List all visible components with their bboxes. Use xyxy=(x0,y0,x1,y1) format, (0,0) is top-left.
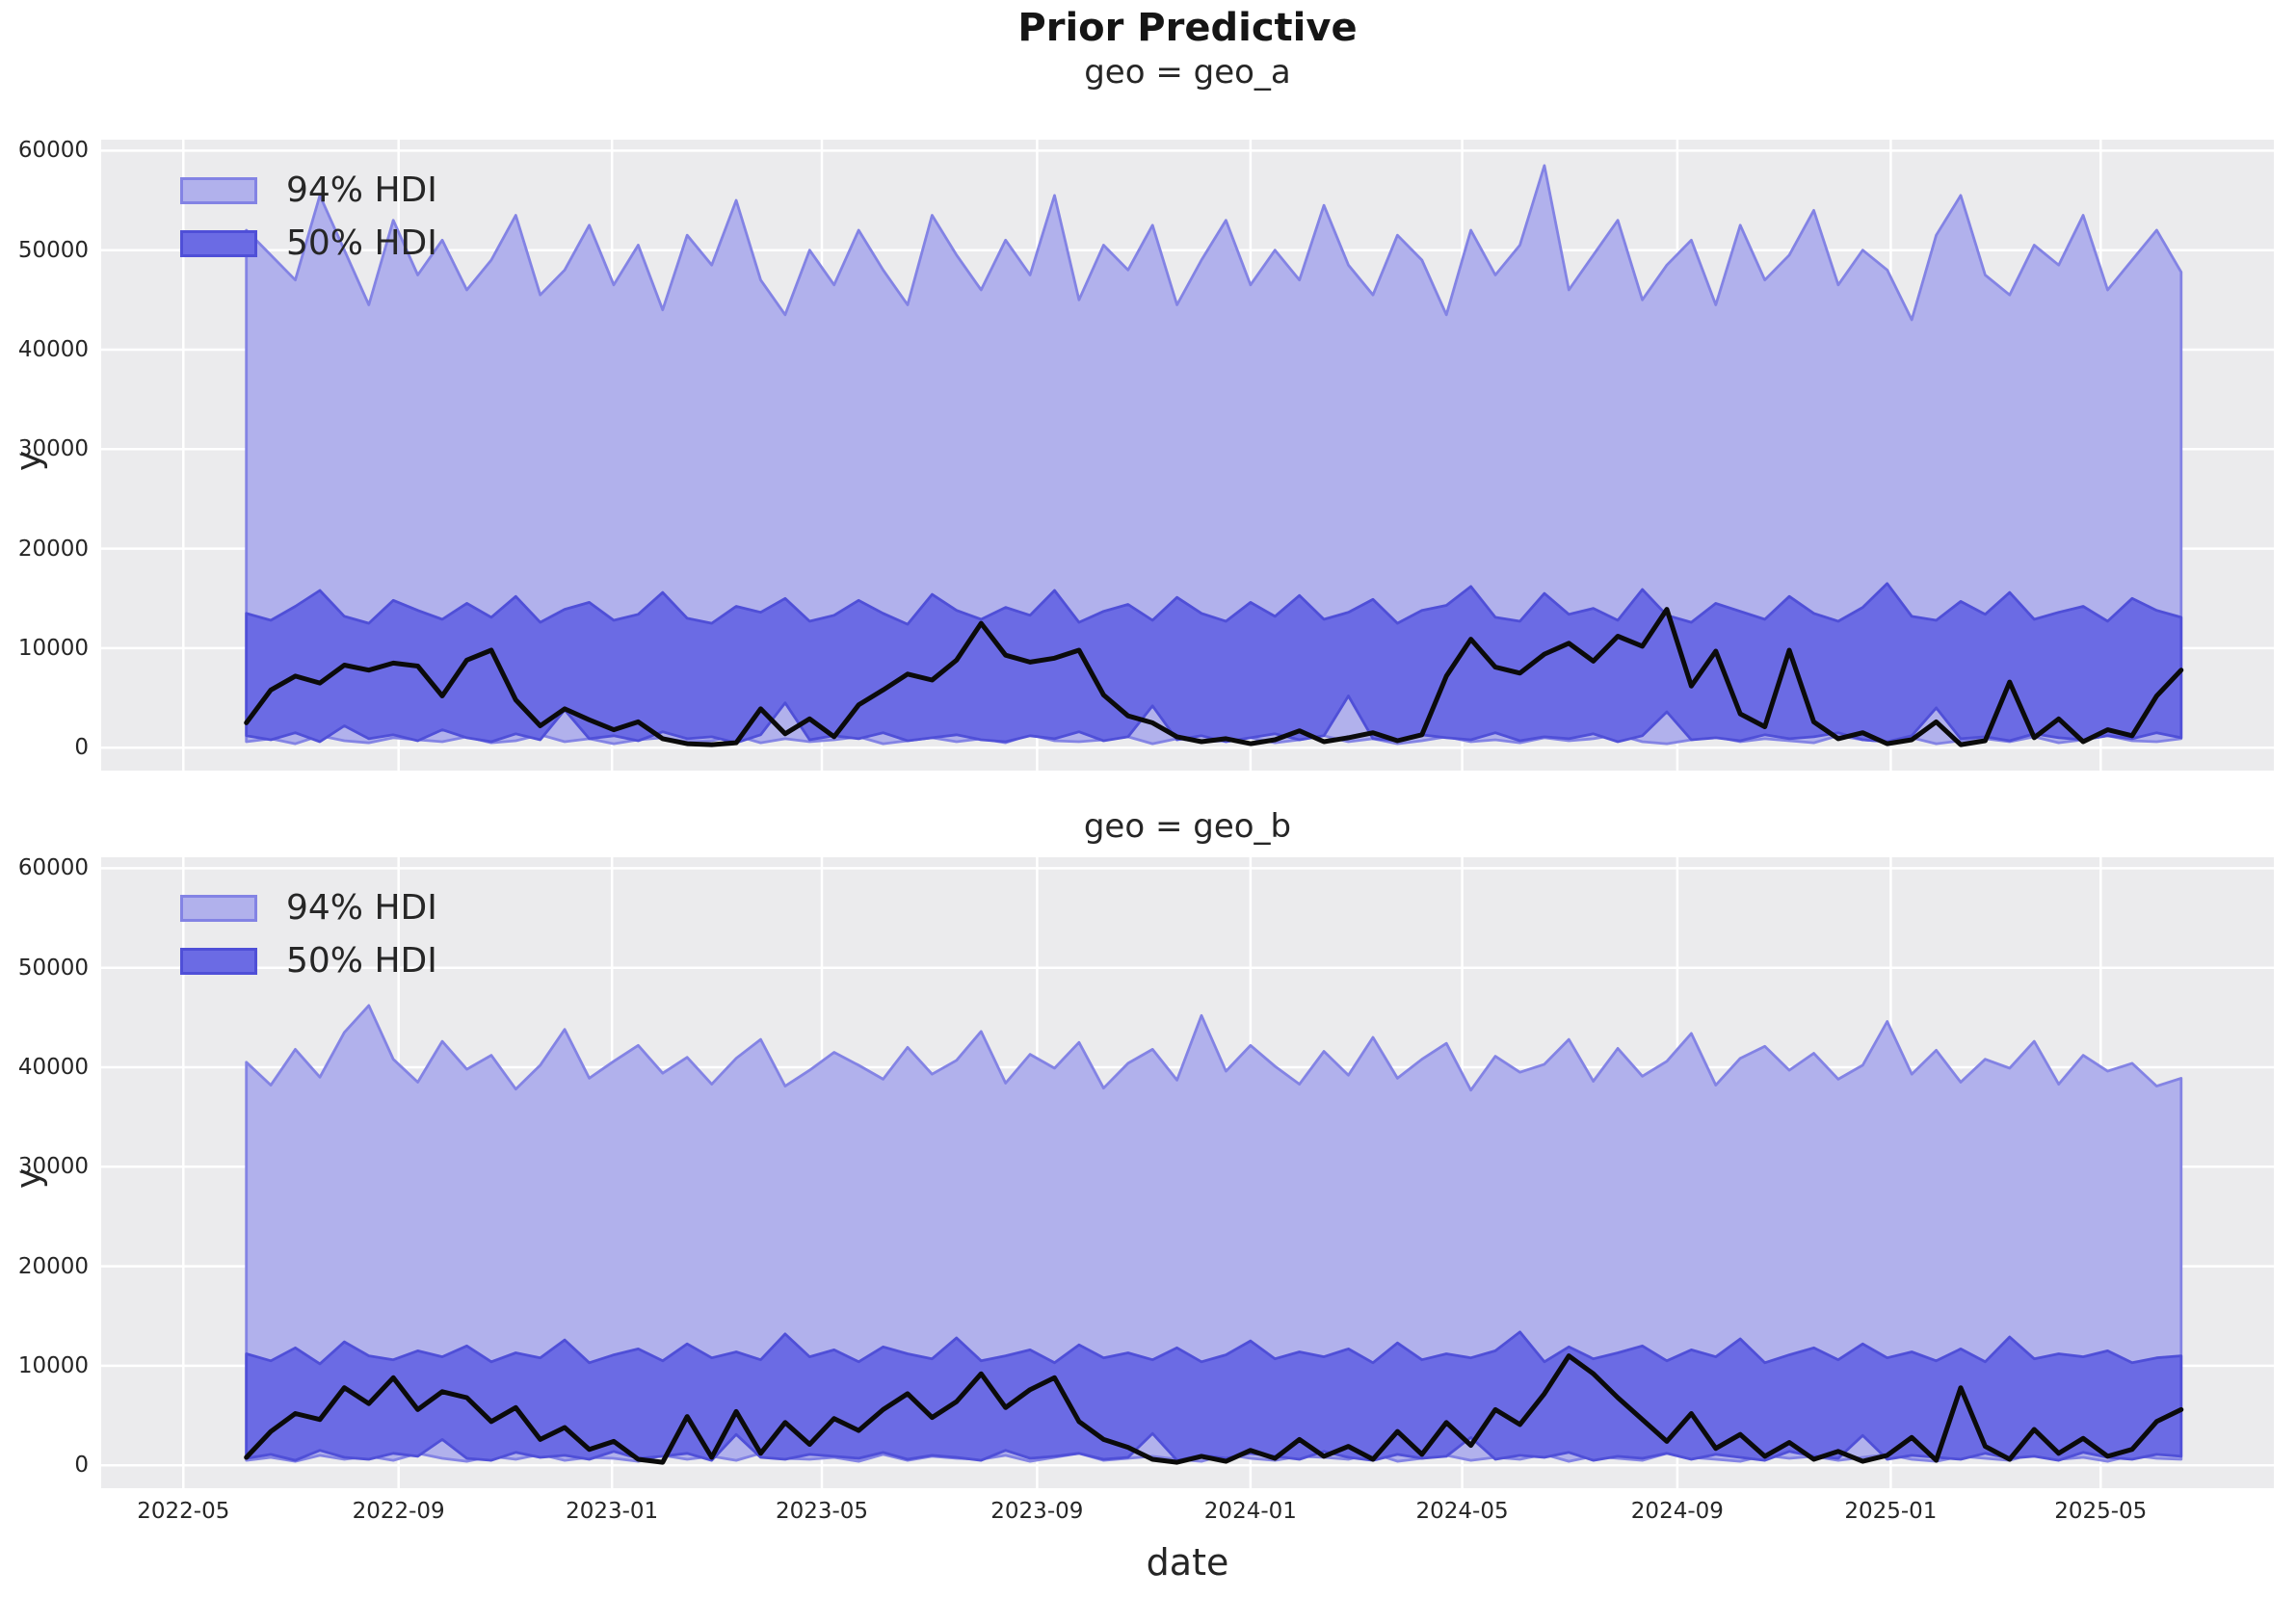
y-tick-label: 0 xyxy=(74,1453,89,1479)
x-tick-label: 2023-09 xyxy=(990,1499,1084,1524)
y-tick-label: 40000 xyxy=(17,1054,89,1080)
x-tick-label: 2022-09 xyxy=(352,1499,445,1524)
x-tick-label: 2025-05 xyxy=(2054,1499,2148,1524)
plot-area-geo-a: 94% HDI 50% HDI xyxy=(101,140,2274,771)
x-axis-label: date xyxy=(1146,1541,1229,1584)
hdi-50-swatch xyxy=(180,947,257,975)
legend-entry-94-hdi: 94% HDI xyxy=(180,170,437,210)
x-tick-label: 2023-05 xyxy=(775,1499,869,1524)
x-tick-label: 2023-01 xyxy=(566,1499,659,1524)
hdi-50-label: 50% HDI xyxy=(286,941,437,981)
y-tick-label: 0 xyxy=(74,735,89,761)
y-tick-label: 10000 xyxy=(17,635,89,661)
hdi-94-swatch xyxy=(180,176,257,204)
hdi-94-swatch xyxy=(180,894,257,922)
y-tick-label: 50000 xyxy=(17,955,89,981)
plot-area-geo-b: 94% HDI 50% HDI xyxy=(101,857,2274,1488)
y-tick-label: 60000 xyxy=(17,855,89,881)
hdi-94-label: 94% HDI xyxy=(286,170,437,210)
subplot-title-geo-b: geo = geo_b xyxy=(1083,807,1292,846)
y-tick-label: 40000 xyxy=(17,336,89,362)
x-tick-label: 2024-05 xyxy=(1415,1499,1509,1524)
y-tick-label: 50000 xyxy=(17,237,89,263)
subplot-title-geo-a: geo = geo_a xyxy=(1084,53,1291,92)
y-tick-label: 60000 xyxy=(17,138,89,164)
figure-title: Prior Predictive xyxy=(1017,6,1358,50)
legend-geo-b: 94% HDI 50% HDI xyxy=(180,888,437,981)
chart-canvas-geo-a xyxy=(101,140,2274,771)
x-tick-label: 2025-01 xyxy=(1844,1499,1938,1524)
y-tick-label: 20000 xyxy=(17,536,89,562)
legend-entry-50-hdi: 50% HDI xyxy=(180,941,437,981)
legend-geo-a: 94% HDI 50% HDI xyxy=(180,170,437,263)
hdi-94-label: 94% HDI xyxy=(286,888,437,928)
legend-entry-50-hdi: 50% HDI xyxy=(180,223,437,263)
y-tick-label: 20000 xyxy=(17,1253,89,1279)
hdi-50-swatch xyxy=(180,229,257,257)
y-tick-label: 30000 xyxy=(17,436,89,462)
legend-entry-94-hdi: 94% HDI xyxy=(180,888,437,928)
y-tick-label: 10000 xyxy=(17,1352,89,1378)
y-tick-label: 30000 xyxy=(17,1154,89,1180)
x-tick-label: 2022-05 xyxy=(137,1499,230,1524)
x-tick-label: 2024-01 xyxy=(1203,1499,1297,1524)
x-tick-label: 2024-09 xyxy=(1630,1499,1724,1524)
chart-canvas-geo-b xyxy=(101,857,2274,1488)
hdi-50-label: 50% HDI xyxy=(286,223,437,263)
